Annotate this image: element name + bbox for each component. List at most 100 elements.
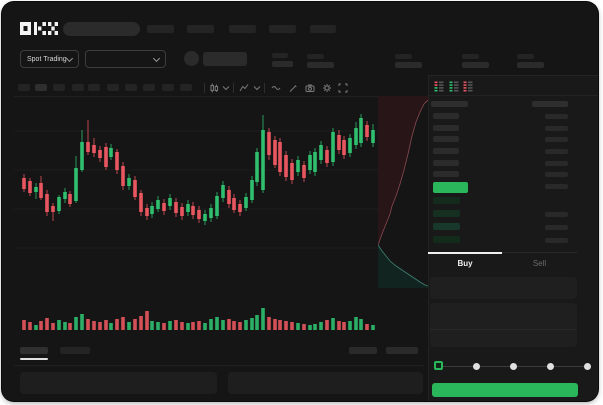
nav-item-skeleton-4[interactable] (310, 25, 336, 33)
fullscreen-icon[interactable] (338, 83, 348, 93)
ask-row-size-4[interactable] (545, 161, 568, 166)
timeframe-button-7[interactable] (143, 84, 155, 91)
bid-row-price-2[interactable] (433, 223, 460, 230)
bid-row-price-3[interactable] (433, 236, 460, 243)
chart-footer-tab-0[interactable] (20, 347, 48, 354)
bid-row-size-3[interactable] (545, 238, 568, 243)
depth-chart[interactable] (378, 96, 428, 288)
orderbook-header-right (532, 101, 568, 107)
chart-toolbar (2, 80, 428, 96)
token-avatar (184, 51, 199, 66)
slider-stop-2[interactable] (510, 363, 517, 370)
line-style-icon[interactable] (271, 83, 281, 93)
chevron-down-icon (152, 54, 161, 62)
nav-item-skeleton-2[interactable] (229, 25, 256, 33)
last-price-skeleton (203, 52, 247, 66)
bottom-panel-0 (20, 372, 217, 394)
bottom-panel-1 (228, 372, 423, 394)
chevron-down-icon[interactable] (221, 83, 231, 93)
ask-row-size-5[interactable] (545, 172, 568, 177)
ask-row-price-4[interactable] (433, 160, 459, 166)
ask-row-price-1[interactable] (433, 125, 459, 131)
stat-value-skeleton-2 (462, 62, 489, 68)
chart-footer-action-0[interactable] (349, 347, 377, 354)
right-panel-top-divider (428, 75, 598, 76)
last-price-indicator[interactable] (433, 182, 468, 193)
camera-icon[interactable] (305, 83, 315, 93)
ask-row-size-0[interactable] (545, 114, 568, 119)
chevron-down-icon[interactable] (252, 83, 262, 93)
toolbar-divider-6 (264, 83, 265, 93)
amount-field[interactable] (430, 303, 577, 347)
bid-row-price-1[interactable] (433, 210, 460, 217)
chart-footer-action-1[interactable] (386, 347, 418, 354)
timeframe-button-5[interactable] (107, 84, 119, 91)
ask-row-size-3[interactable] (545, 149, 568, 154)
stat-label-skeleton-0 (307, 54, 324, 59)
chevron-down-icon (65, 54, 74, 62)
slider-handle[interactable] (434, 361, 443, 370)
nav-item-skeleton-3[interactable] (269, 25, 296, 33)
bid-row-size-2[interactable] (545, 225, 568, 230)
topbar: OKX (2, 2, 598, 45)
pair-selector[interactable] (85, 50, 166, 68)
stat-value-skeleton-3 (517, 62, 544, 68)
book-sells-view-icon[interactable] (463, 81, 473, 92)
stat-value-skeleton-0 (307, 62, 334, 68)
buy-submit-button[interactable] (432, 383, 578, 397)
timeframe-button-6[interactable] (125, 84, 137, 91)
timeframe-button-9[interactable] (180, 84, 192, 91)
stat-value-skeleton-1 (395, 62, 422, 68)
timeframe-button-4[interactable] (88, 84, 100, 91)
okx-logo-glyph (20, 22, 58, 35)
candlestick-chart[interactable] (14, 98, 378, 334)
timeframe-button-2[interactable] (53, 84, 65, 91)
nav-item-skeleton-0[interactable] (147, 25, 174, 33)
slider-stop-1[interactable] (473, 363, 480, 370)
stat-label-skeleton-2 (462, 54, 479, 59)
nav-item-skeleton-1[interactable] (187, 25, 214, 33)
timeframe-button-3[interactable] (72, 84, 84, 91)
ask-row-price-2[interactable] (433, 136, 459, 142)
market-type-label: Spot Trading (27, 55, 67, 63)
ask-row-price-0[interactable] (433, 113, 459, 119)
bid-row-price-0[interactable] (433, 197, 460, 204)
chart-footer-tab-underline (20, 358, 48, 360)
app-window: OKX Spot Trading (2, 2, 598, 401)
ask-row-price-5[interactable] (433, 171, 459, 177)
candle-style-icon[interactable] (209, 83, 219, 93)
price-field[interactable] (430, 277, 577, 299)
tab-buy[interactable]: Buy (457, 259, 473, 268)
orderbook-header-left (431, 101, 468, 107)
settings-gear-icon[interactable] (322, 83, 332, 93)
last-price-size[interactable] (545, 184, 568, 189)
bid-row-size-1[interactable] (545, 212, 568, 217)
book-split-view-icon[interactable] (434, 81, 444, 92)
chart-footer-tab-1[interactable] (60, 347, 90, 354)
app-content: OKX Spot Trading (2, 2, 598, 401)
okx-logo[interactable]: OKX (20, 22, 58, 35)
indicators-icon[interactable] (239, 83, 249, 93)
stat-label-skeleton-3 (517, 54, 534, 59)
timeframe-button-8[interactable] (162, 84, 174, 91)
stat-label-skeleton-1 (395, 54, 412, 59)
change-value-skeleton (272, 61, 293, 67)
amount-slider[interactable] (430, 358, 592, 374)
ask-row-size-2[interactable] (545, 137, 568, 142)
timeframe-button-0[interactable] (18, 84, 30, 91)
trade-tabs: Buy Sell (428, 252, 577, 272)
slider-stop-3[interactable] (547, 363, 554, 370)
draw-pencil-icon[interactable] (288, 83, 298, 93)
right-panel-divider (428, 75, 429, 401)
tab-sell[interactable]: Sell (532, 259, 547, 268)
tabs-active-indicator (428, 252, 502, 254)
slider-stop-4[interactable] (584, 363, 591, 370)
tabs-top-border (428, 252, 577, 253)
book-buys-view-icon[interactable] (449, 81, 459, 92)
search-input[interactable] (63, 22, 140, 36)
toolbar-divider (14, 96, 424, 97)
market-type-selector[interactable]: Spot Trading (20, 50, 79, 68)
timeframe-button-1[interactable] (35, 84, 47, 91)
ask-row-size-1[interactable] (545, 126, 568, 131)
ask-row-price-3[interactable] (433, 148, 459, 154)
